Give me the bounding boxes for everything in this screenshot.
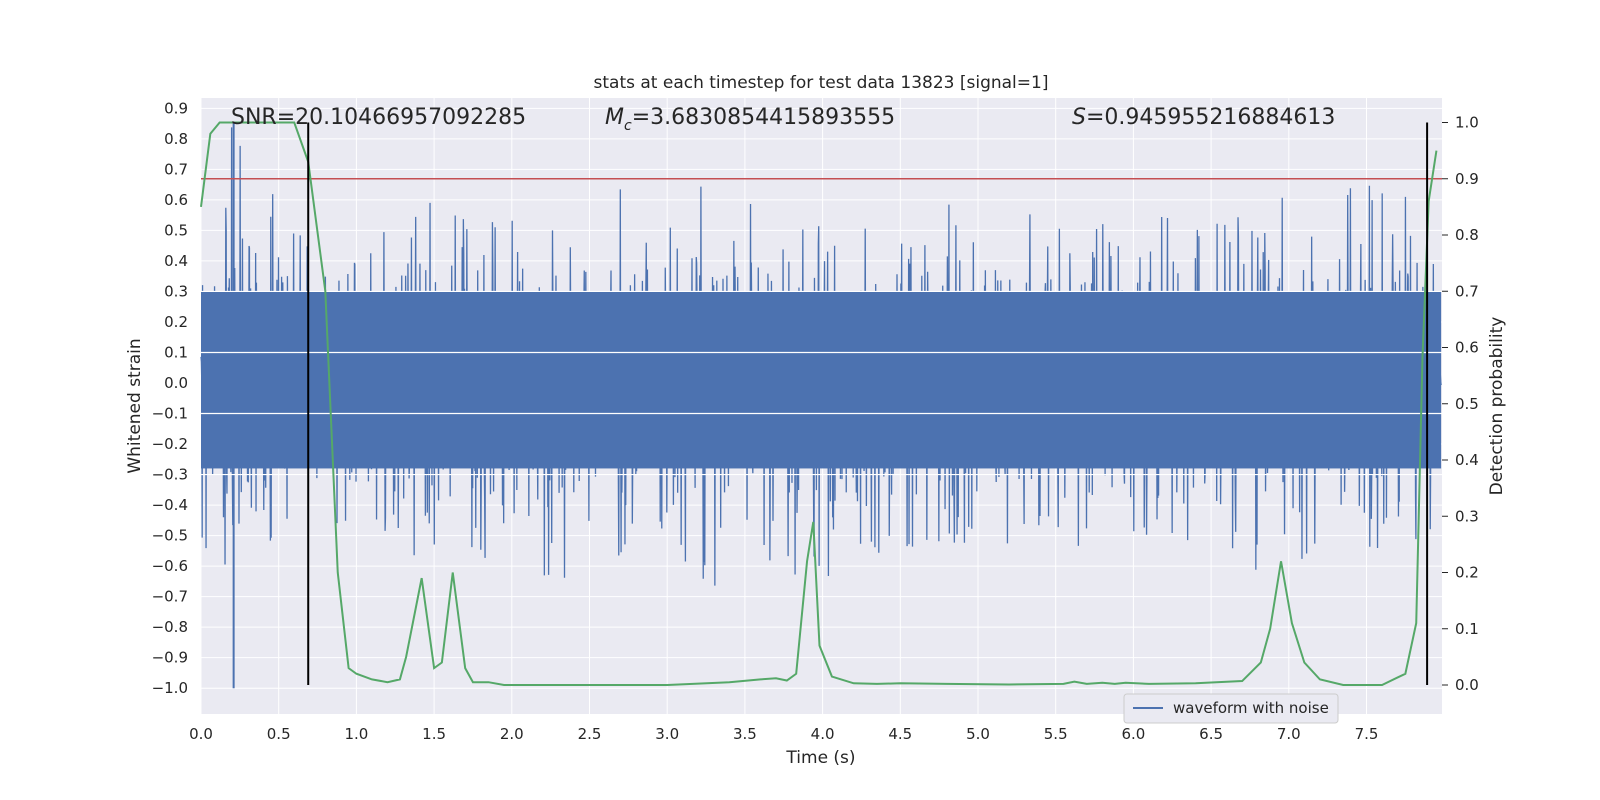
snr-annotation: SNR=20.10466957092285 (231, 105, 526, 130)
y2-tick-label: 0.4 (1455, 451, 1479, 469)
y-tick-label: −0.3 (152, 466, 188, 484)
x-tick-label: 1.0 (344, 725, 368, 743)
x-tick-label: 5.5 (1044, 725, 1068, 743)
legend-label-waveform: waveform with noise (1173, 699, 1329, 717)
y-tick-label: 0.6 (164, 191, 188, 209)
y-tick-label: 0.0 (164, 374, 188, 392)
y-tick-label: 0.8 (164, 130, 188, 148)
x-axis-label: Time (s) (785, 748, 855, 768)
chirp-mass-subscript: c (624, 118, 632, 134)
x-tick-label: 1.5 (422, 725, 446, 743)
y2-tick-label: 0.9 (1455, 170, 1479, 188)
y2-tick-label: 0.3 (1455, 507, 1479, 525)
x-tick-label: 7.0 (1277, 725, 1301, 743)
s-value: =0.945955216884613 (1086, 105, 1335, 130)
y-tick-label: 0.1 (164, 343, 188, 361)
s-annotation: S=0.945955216884613 (1072, 105, 1335, 130)
y-tick-label: 0.2 (164, 313, 188, 331)
chart-title: stats at each timestep for test data 138… (594, 73, 1049, 93)
y-tick-label: −0.1 (152, 405, 188, 423)
y2-tick-label: 0.2 (1455, 564, 1479, 582)
vertical-markers (307, 122, 1429, 685)
y-tick-label: −0.7 (152, 588, 188, 606)
y2-tick-label: 0.0 (1455, 676, 1479, 694)
probability-series (200, 121, 1438, 686)
chirp-mass-symbol: M (605, 105, 624, 130)
legend-box (1123, 693, 1339, 724)
y-tick-label: 0.4 (164, 252, 188, 270)
x-tick-label: 3.0 (655, 725, 679, 743)
x-tick-label: 3.5 (733, 725, 757, 743)
y-tick-label: −0.9 (152, 649, 188, 667)
x-tick-label: 6.0 (1121, 725, 1145, 743)
waveform-core-band (201, 291, 1442, 469)
y-tick-label: −0.6 (152, 557, 188, 575)
detection-probability-line (200, 121, 1438, 686)
y2-tick-label: 0.1 (1455, 620, 1479, 638)
y-tick-label: 0.7 (164, 160, 188, 178)
y-tick-label: −1.0 (152, 679, 188, 697)
x-tick-label: 5.0 (966, 725, 990, 743)
x-tick-label: 0.5 (267, 725, 291, 743)
x-tick-label: 0.0 (189, 725, 213, 743)
y-axis-label: Whitened strain (125, 338, 145, 473)
legend: waveform with noise (1123, 693, 1339, 724)
waveform-trace (200, 123, 1442, 689)
y-tick-label: −0.2 (152, 435, 188, 453)
chirp-mass-annotation: Mc=3.6830854415893555 (605, 105, 895, 134)
x-tick-label: 2.0 (500, 725, 524, 743)
y2-axis-ticks: 1.0 0.9 0.8 0.7 0.6 0.5 0.4 0.3 0.2 0.1 0.0 (1442, 114, 1479, 694)
x-tick-label: 7.5 (1355, 725, 1379, 743)
y2-tick-label: 0.8 (1455, 226, 1479, 244)
x-tick-label: 4.5 (888, 725, 912, 743)
y2-tick-label: 0.7 (1455, 282, 1479, 300)
s-symbol: S (1072, 105, 1086, 130)
x-tick-label: 4.0 (811, 725, 835, 743)
y-tick-label: −0.5 (152, 527, 188, 545)
chirp-mass-value: =3.6830854415893555 (632, 105, 895, 130)
y2-tick-label: 0.5 (1455, 395, 1479, 413)
y-tick-label: 0.9 (164, 99, 188, 117)
x-tick-label: 6.5 (1199, 725, 1223, 743)
y2-tick-label: 1.0 (1455, 114, 1479, 132)
x-axis-ticks: 0.0 0.5 1.0 1.5 2.0 2.5 3.0 3.5 4.0 4.5 5.0 5.5 6.0 6… (189, 725, 1378, 743)
y-tick-label: −0.4 (152, 496, 188, 514)
x-tick-label: 2.5 (578, 725, 602, 743)
y-tick-label: 0.5 (164, 221, 188, 239)
y-tick-label: 0.3 (164, 282, 188, 300)
y2-axis-label: Detection probability (1487, 317, 1507, 496)
y-tick-label: −0.8 (152, 618, 188, 636)
y-axis-ticks: 0.9 0.8 0.7 0.6 0.5 0.4 0.3 0.2 0.1 0.0 −0.1 −0.2 −0… (152, 99, 188, 697)
y2-tick-label: 0.6 (1455, 339, 1479, 357)
